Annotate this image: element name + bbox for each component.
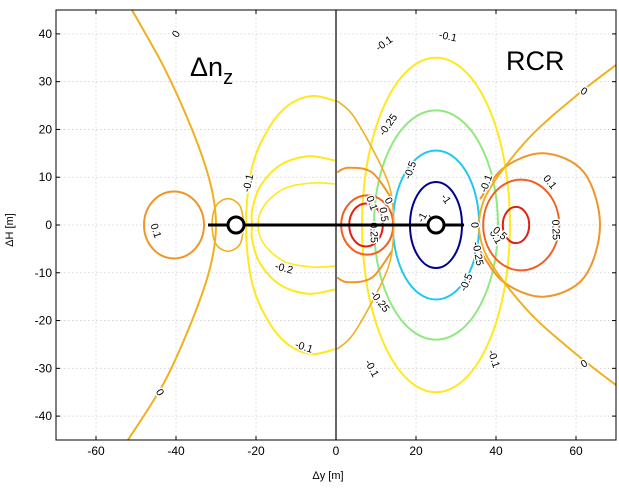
- x-tick-label: 20: [409, 444, 423, 458]
- contour-rcr-0-lr: [477, 224, 617, 386]
- contour-label-text: -0.1: [362, 358, 381, 380]
- contour-label: 0.5: [375, 205, 392, 224]
- contour-label: 0: [467, 220, 482, 229]
- panel-label-right: RCR: [506, 46, 565, 76]
- contour-label: -0.1: [436, 28, 459, 47]
- y-tick-label: 10: [39, 170, 53, 184]
- contour-label-text: -0.25: [470, 241, 486, 267]
- y-tick-label: -40: [35, 409, 53, 423]
- contour-label-text: -1: [438, 192, 453, 207]
- y-tick-label: 40: [39, 27, 53, 41]
- contour-label: -0.2: [272, 259, 296, 278]
- contour-label-text: 0: [578, 85, 590, 98]
- contour-label-text: -0.1: [293, 339, 314, 356]
- contour-label-text: 0.25: [549, 219, 562, 240]
- axes-frame: [55, 9, 617, 441]
- contour-label-text: -0.5: [458, 272, 476, 293]
- circle-marker: [426, 215, 446, 235]
- contour-label: -0.5: [400, 158, 421, 182]
- contour-label: -0.1: [372, 32, 397, 55]
- contour-rcr-0.1-ll: [336, 250, 393, 284]
- contour-label-text: -0.1: [241, 173, 257, 193]
- contour-label-text: 0: [170, 28, 183, 39]
- x-tick-label: -20: [247, 444, 265, 458]
- contour-rcr-0.1-right: [479, 152, 602, 298]
- y-tick-label: 0: [45, 218, 52, 232]
- circle-marker: [226, 215, 246, 235]
- y-tick-label: -20: [35, 314, 53, 328]
- contour-label: 0: [168, 27, 184, 41]
- contour-label-text: -0.1: [485, 348, 502, 369]
- contour-label-text: 0.25: [367, 222, 380, 243]
- contour-label: 0: [577, 83, 592, 99]
- contour-label: -0.25: [468, 239, 487, 268]
- contour-rcr-0-ur: [477, 64, 617, 226]
- contour-rcr-0.1-ul: [336, 166, 393, 200]
- contour-label: -0.1: [292, 337, 316, 357]
- contour-label-text: -0.2: [274, 260, 295, 276]
- panel-label-left-sub: z: [223, 67, 233, 89]
- contour-rcr-0.5-right: [501, 205, 531, 245]
- x-tick-label: 60: [569, 444, 583, 458]
- panel-label-left: Δnz: [190, 52, 233, 89]
- x-tick-label: 40: [489, 444, 503, 458]
- y-tick-label: 20: [39, 122, 53, 136]
- contour-label-text: -0.5: [402, 160, 420, 181]
- contour-label: -0.1: [239, 171, 258, 194]
- contour-label-text: 0.5: [377, 207, 391, 223]
- x-axis-label: Δy [m]: [312, 470, 343, 482]
- contour-label: -0.5: [456, 270, 477, 294]
- y-tick-label: 30: [39, 75, 53, 89]
- overlay-markers: [208, 215, 464, 235]
- y-axis-label: ΔH [m]: [4, 213, 16, 247]
- x-tick-label: -40: [167, 444, 185, 458]
- x-tick-label: 0: [333, 444, 340, 458]
- y-tick-label: -10: [35, 266, 53, 280]
- y-tick-label: -30: [35, 361, 53, 375]
- contour-rcr-0-ul: [336, 100, 395, 226]
- panel-label-left-main: Δn: [190, 52, 223, 82]
- contour-rcr-0.25-right: [482, 178, 561, 272]
- contour-label: -0.1: [484, 347, 504, 371]
- contour-label: -0.1: [361, 356, 383, 381]
- contour-label-text: -0.1: [373, 34, 395, 54]
- x-tick-label: -60: [87, 444, 105, 458]
- contour-label-text: -0.1: [438, 29, 458, 45]
- contour-label: -1: [436, 190, 454, 208]
- contour-left-0.1: [143, 190, 205, 260]
- contour-label-text: 0: [468, 222, 480, 228]
- contour-label: 0.25: [548, 218, 564, 242]
- contour-rcr-0-ll: [336, 224, 395, 350]
- contour-label: 0.25: [366, 221, 382, 245]
